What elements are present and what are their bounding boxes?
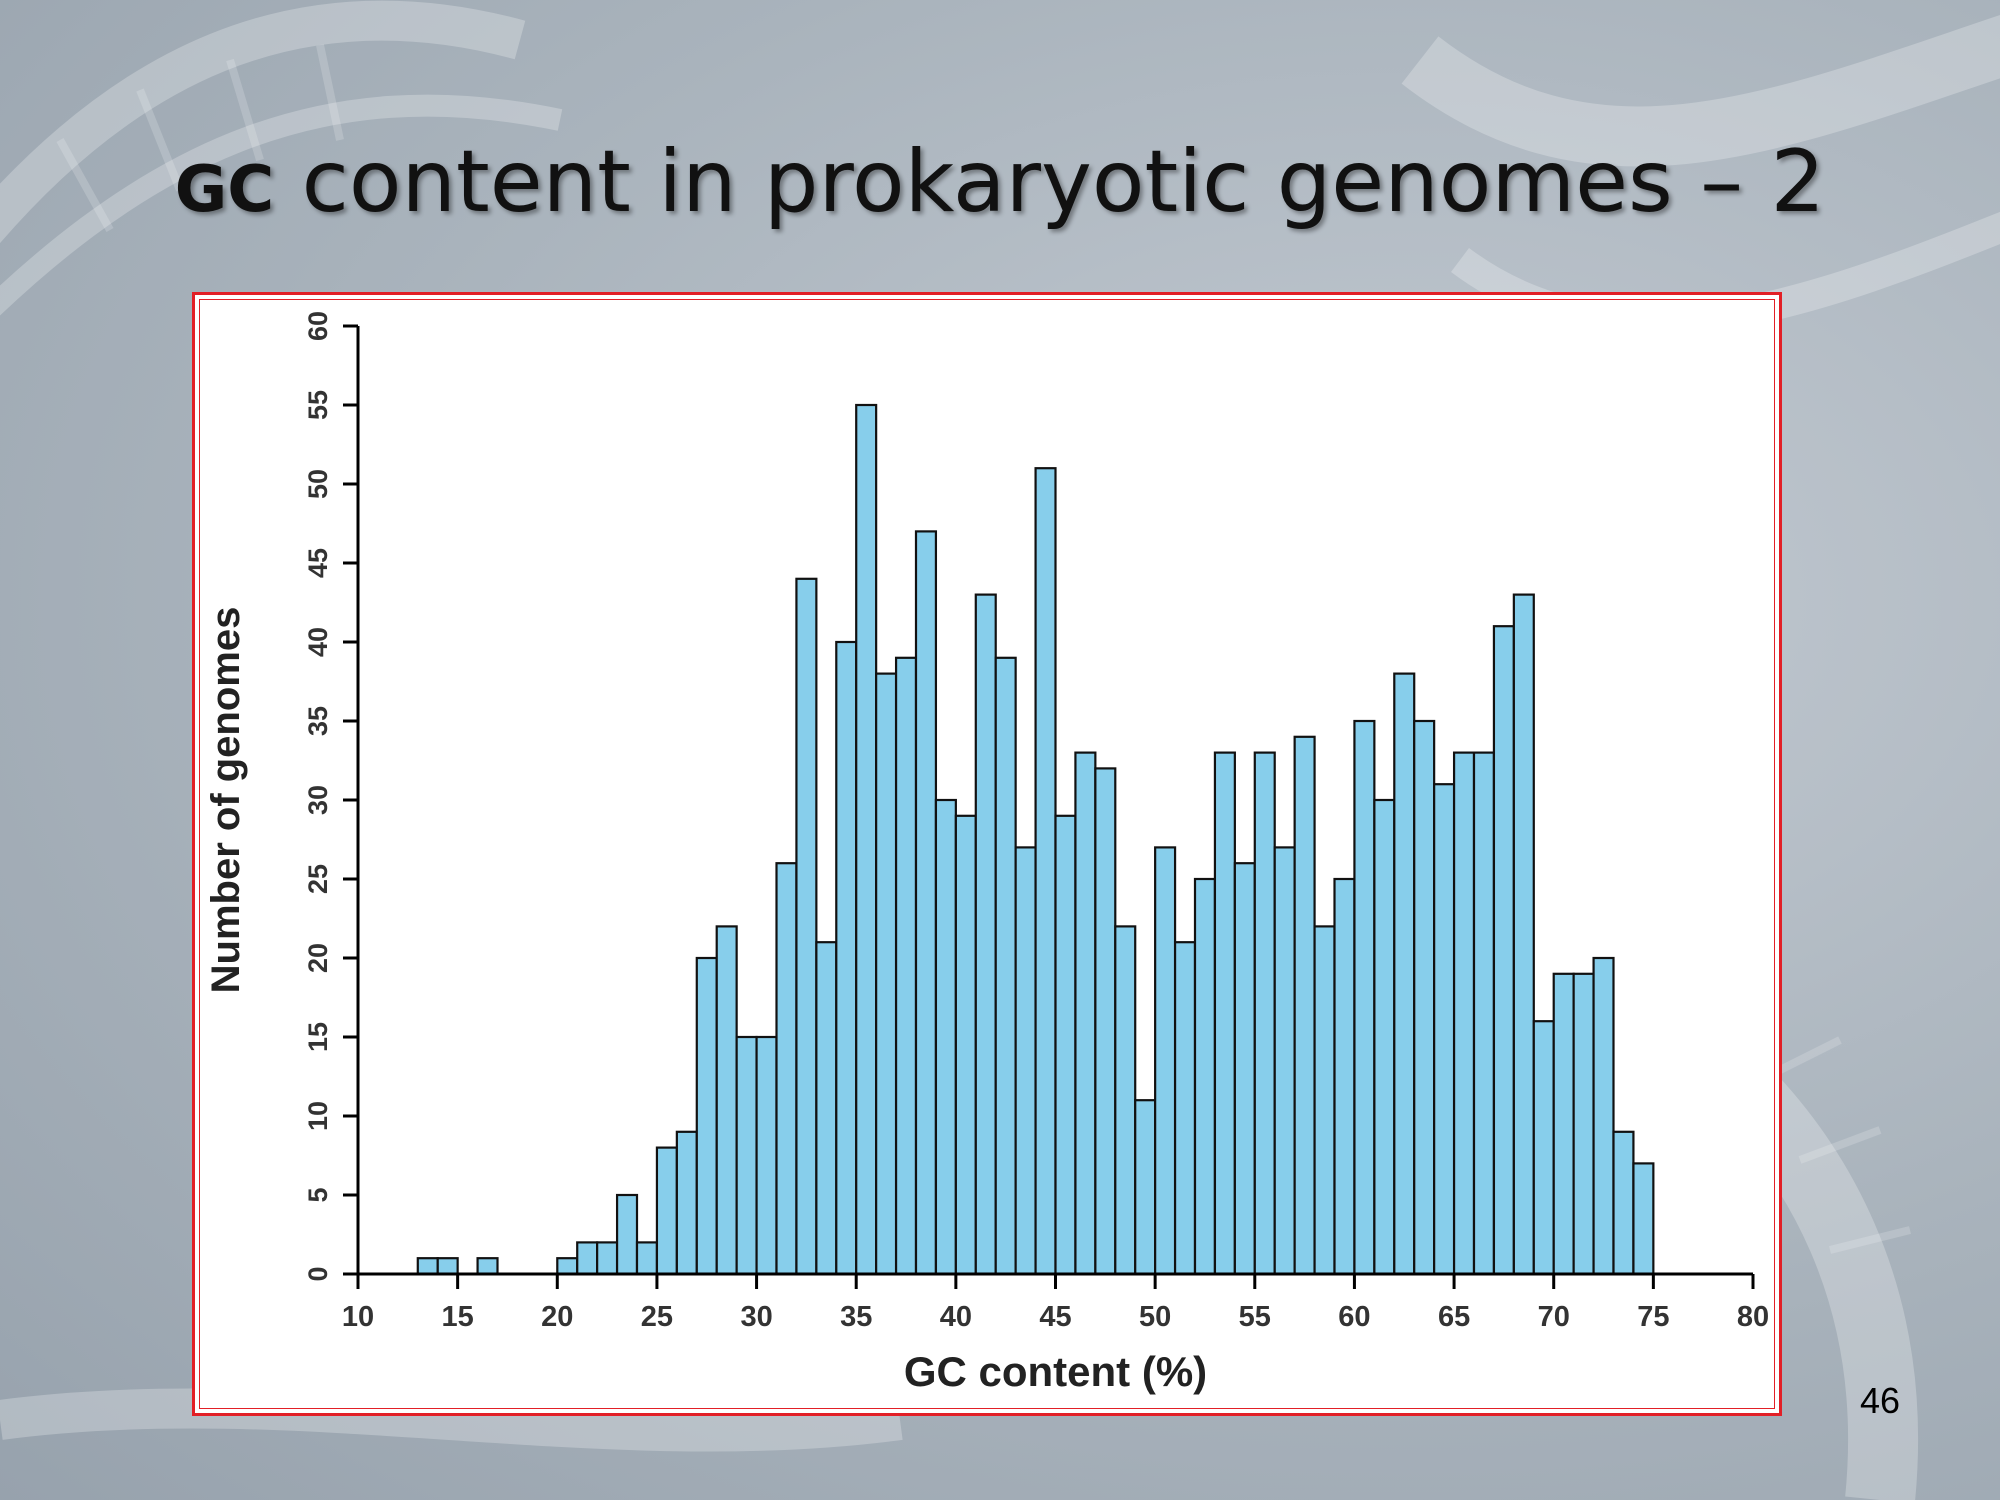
- histogram-bar: [894, 656, 918, 1276]
- x-tick-label: 30: [740, 1301, 772, 1333]
- histogram-bar: [1433, 783, 1456, 1276]
- y-tick-label: 40: [303, 627, 333, 657]
- histogram-bar: [655, 1146, 678, 1276]
- histogram-bar: [1014, 846, 1037, 1276]
- histogram-bar: [1552, 972, 1575, 1276]
- y-tick-label: 5: [303, 1187, 333, 1202]
- y-tick-label: 30: [303, 785, 333, 815]
- histogram-bar: [695, 956, 718, 1276]
- histogram-bar: [815, 941, 838, 1276]
- x-tick-label: 75: [1637, 1301, 1669, 1333]
- histogram-bar: [1094, 767, 1117, 1276]
- x-tick-label: 20: [541, 1301, 573, 1333]
- y-tick-label: 0: [303, 1266, 333, 1281]
- x-axis-label: GC content (%): [904, 1348, 1207, 1395]
- x-tick-label: 45: [1039, 1301, 1071, 1333]
- y-axis-label: Number of genomes: [204, 607, 248, 994]
- histogram-bar: [1114, 925, 1137, 1276]
- x-tick-label: 80: [1737, 1301, 1769, 1333]
- histogram-bar: [835, 640, 858, 1276]
- histogram-bar: [755, 1035, 778, 1276]
- y-tick-label: 35: [303, 706, 333, 736]
- histogram-bar: [596, 1241, 619, 1276]
- y-tick-label: 25: [303, 864, 333, 894]
- histogram-bar: [775, 862, 798, 1276]
- histogram-bar: [1532, 1020, 1555, 1276]
- histogram-bar: [1074, 751, 1097, 1276]
- histogram-bar: [934, 798, 957, 1276]
- histogram-bar: [476, 1257, 499, 1276]
- x-tick-label: 50: [1139, 1301, 1171, 1333]
- histogram-bar: [1452, 751, 1476, 1276]
- histogram-bar: [1632, 1162, 1655, 1276]
- histogram-bar: [1333, 877, 1356, 1276]
- histogram-bar: [1173, 941, 1197, 1276]
- histogram-bar: [1572, 972, 1595, 1276]
- x-tick-label: 55: [1239, 1301, 1271, 1333]
- slide-title-prefix: GC: [174, 153, 275, 227]
- histogram-bar: [1193, 877, 1217, 1276]
- histogram-bar: [1253, 751, 1276, 1276]
- histogram-bar: [1492, 625, 1515, 1276]
- histogram-bar: [635, 1241, 659, 1276]
- histogram-bar: [436, 1257, 459, 1276]
- y-tick-label: 15: [303, 1022, 333, 1052]
- histogram-bar: [974, 593, 997, 1276]
- x-tick-label: 65: [1438, 1301, 1470, 1333]
- histogram-bar: [875, 672, 898, 1276]
- histogram-bar: [855, 403, 878, 1276]
- x-tick-label: 10: [342, 1301, 374, 1333]
- y-tick-label: 45: [303, 548, 333, 578]
- histogram-bar: [1512, 593, 1535, 1276]
- gc-content-histogram: 10 15 20 25 30 35 40 45 50 55 60 65 70 75 80 0 5 10 15 20 2…: [204, 311, 1769, 1395]
- histogram-bar: [1213, 751, 1236, 1276]
- y-tick-label: 50: [303, 469, 333, 499]
- y-axis-ticks: 0 5 10 15 20 25 30 35 40 45 50 55 60: [303, 311, 358, 1282]
- slide-title-text: content in prokaryotic genomes – 2: [274, 132, 1826, 232]
- histogram-bar: [715, 925, 738, 1276]
- histogram-bar: [576, 1241, 599, 1276]
- histogram-bar: [735, 1035, 758, 1276]
- y-tick-label: 10: [303, 1101, 333, 1131]
- chart-frame: 10 15 20 25 30 35 40 45 50 55 60 65 70 75 80 0 5 10 15 20 2…: [192, 292, 1782, 1416]
- histogram-bar: [1472, 751, 1496, 1276]
- histogram-bar: [1393, 672, 1416, 1276]
- histogram-bar: [1353, 719, 1376, 1276]
- histogram-bar: [954, 814, 977, 1276]
- histogram-bars: [416, 403, 1655, 1276]
- histogram-bar: [1054, 814, 1077, 1276]
- histogram-bar: [556, 1257, 579, 1276]
- histogram-bar: [994, 656, 1017, 1276]
- y-tick-label: 20: [303, 943, 333, 973]
- histogram-bar: [1413, 719, 1436, 1276]
- histogram-bar: [1313, 925, 1336, 1276]
- x-tick-label: 15: [442, 1301, 474, 1333]
- x-tick-label: 70: [1538, 1301, 1570, 1333]
- histogram-bar: [1273, 846, 1296, 1276]
- y-tick-label: 60: [303, 311, 333, 341]
- histogram-bar: [1612, 1130, 1635, 1276]
- histogram-bar: [795, 577, 818, 1276]
- page-number: 46: [1859, 1380, 1900, 1421]
- histogram-bar: [416, 1257, 439, 1276]
- slide-title: GC content in prokaryotic genomes – 2: [0, 132, 2000, 232]
- x-tick-label: 60: [1338, 1301, 1370, 1333]
- histogram-bar: [675, 1130, 698, 1276]
- histogram-bar: [615, 1193, 639, 1276]
- histogram-bar: [1373, 798, 1396, 1276]
- x-tick-label: 25: [641, 1301, 673, 1333]
- histogram-bar: [1592, 956, 1615, 1276]
- axes: 10 15 20 25 30 35 40 45 50 55 60 65 70 75 80 0 5 10 15 20 2…: [303, 311, 1769, 1333]
- x-axis-ticks: 10 15 20 25 30 35 40 45 50 55 60 65 70 75 80: [342, 1274, 1769, 1333]
- histogram-bar: [1134, 1099, 1157, 1276]
- histogram-bar: [1233, 862, 1256, 1276]
- histogram-bar: [1293, 735, 1316, 1276]
- histogram-bar: [1034, 467, 1057, 1276]
- histogram-bar: [1154, 846, 1177, 1276]
- x-tick-label: 40: [940, 1301, 972, 1333]
- x-tick-label: 35: [840, 1301, 872, 1333]
- y-tick-label: 55: [303, 390, 333, 420]
- histogram-bar: [914, 530, 938, 1276]
